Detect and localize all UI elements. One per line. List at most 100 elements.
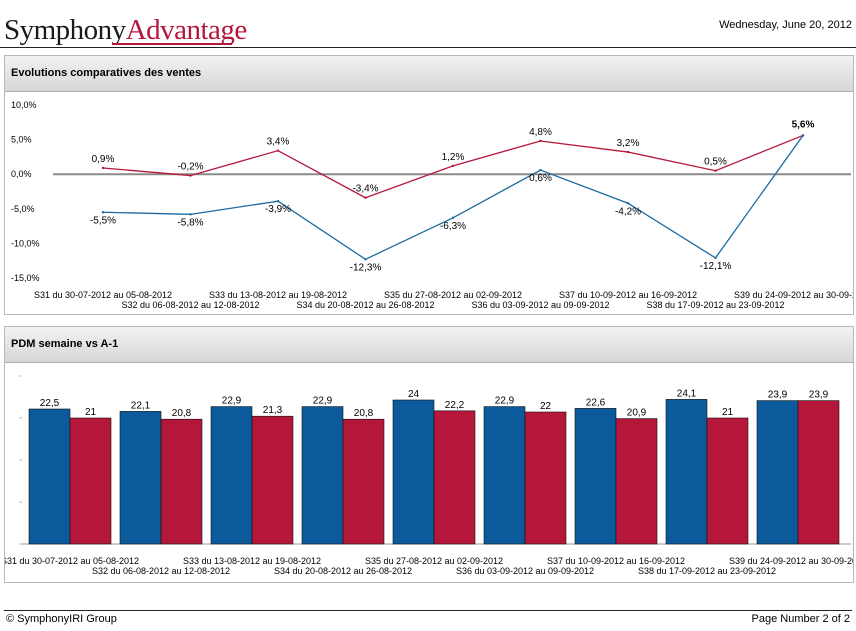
series-2-data-label: -3,9% (265, 204, 291, 215)
series-1-bar-label: 22,9 (222, 396, 242, 407)
series-1-bar (665, 399, 708, 545)
series-2-bar-label: 21 (85, 407, 97, 418)
series-2-data-label: -5,8% (177, 217, 203, 228)
series-2-bar-label: 22 (540, 401, 552, 412)
x-category-label: S37 du 10-09-2012 au 16-09-2012 (559, 290, 697, 300)
series-2-bar-label: 22,2 (445, 400, 465, 411)
series-1-point (364, 196, 367, 199)
x-category-label: S37 du 10-09-2012 au 16-09-2012 (547, 556, 685, 566)
y-tick-label: 0,0% (11, 169, 32, 179)
series-2-bar-label: 20,9 (627, 408, 647, 419)
series-1-data-label: 0,5% (704, 157, 727, 168)
report-date: Wednesday, June 20, 2012 (719, 19, 852, 31)
series-2-bar (706, 417, 749, 545)
series-1-data-label: -3,4% (352, 184, 378, 195)
series-2-bar (524, 411, 567, 545)
series-2-bar (342, 418, 385, 545)
series-1-bar-label: 22,9 (495, 396, 515, 407)
series-2-data-label: -5,5% (90, 215, 116, 226)
series-2-bar-label: 21 (722, 407, 734, 418)
logo-underline (112, 43, 232, 45)
series-2-point (539, 168, 542, 172)
y-tick-label: 5,0% (11, 135, 32, 145)
x-category-label: S32 du 06-08-2012 au 12-08-2012 (121, 300, 259, 310)
x-category-label: S35 du 27-08-2012 au 02-09-2012 (384, 290, 522, 300)
x-category-label: S31 du 30-07-2012 au 05-08-2012 (34, 290, 172, 300)
x-category-label: S32 du 06-08-2012 au 12-08-2012 (92, 566, 230, 576)
series-1-bar-label: 23,9 (768, 390, 788, 401)
series-2-bar (797, 400, 840, 545)
series-1-data-label: -0,2% (177, 162, 203, 173)
x-category-label: S36 du 03-09-2012 au 09-09-2012 (456, 566, 594, 576)
series-1-data-label: 5,6% (792, 119, 815, 130)
series-1-bar-label: 22,6 (586, 397, 606, 408)
series-1-bar (756, 400, 799, 545)
series-1-point (626, 150, 630, 154)
series-1-point (189, 174, 192, 177)
report-footer: © SymphonyIRI Group Page Number 2 of 2 (4, 610, 852, 627)
series-1-data-label: 3,4% (267, 137, 290, 148)
logo-part-symphony: Symphony (4, 14, 126, 46)
copyright-text: © SymphonyIRI Group (6, 613, 117, 625)
series-1-point (539, 139, 542, 143)
series-2-bar-label: 23,9 (809, 390, 829, 401)
report-header: SymphonyAdvantage Wednesday, June 20, 20… (0, 0, 856, 48)
market-share-title: PDM semaine vs A-1 (5, 327, 853, 363)
series-1-bar (392, 399, 435, 545)
series-1-bar-label: 24,1 (677, 388, 697, 399)
series-1-point (101, 166, 105, 170)
series-1-bar (483, 406, 526, 545)
series-2-point (714, 256, 717, 260)
series-2-bar-label: 21,3 (263, 405, 283, 416)
x-category-label: S39 du 24-09-2012 au 30-09-2012 (729, 556, 853, 566)
series-2-data-label: -12,1% (700, 261, 732, 272)
series-1-data-label: 3,2% (617, 138, 640, 149)
series-1-bar (28, 408, 71, 545)
series-2-point (101, 211, 105, 214)
series-1-bar (574, 408, 617, 545)
series-1-bar-label: 24 (408, 389, 420, 400)
x-category-label: S34 du 20-08-2012 au 26-08-2012 (296, 300, 434, 310)
series-2-bar (251, 415, 294, 545)
series-1-bar-label: 22,9 (313, 396, 333, 407)
series-1-point (714, 169, 717, 172)
series-1-data-label: 1,2% (442, 152, 465, 163)
series-2-bar-label: 20,8 (172, 408, 192, 419)
series-1-bar-label: 22,5 (40, 398, 60, 409)
x-category-label: S39 du 24-09-2012 au 30-09-2012 (734, 290, 853, 300)
symphony-advantage-logo: SymphonyAdvantage (4, 13, 247, 47)
y-tick-label: -15,0% (11, 273, 40, 283)
market-share-bar-chart: 22,5 22,1 22,9 22,9 24 22,9 22,6 24,1 23,9 21 20,8… (5, 375, 853, 576)
series-2-point (626, 202, 630, 205)
y-tick-label: 10,0% (11, 100, 37, 110)
x-category-label: S31 du 30-07-2012 au 05-08-2012 (5, 556, 139, 566)
series-1-bar (119, 411, 162, 545)
series-2-bar (69, 417, 112, 545)
series-1-data-label: 0,9% (92, 154, 115, 165)
series-2-bar (433, 410, 476, 545)
page-number: Page Number 2 of 2 (751, 613, 850, 625)
series-1-bar-label: 22,1 (131, 400, 151, 411)
y-tick-label: -5,0% (11, 204, 35, 214)
series-2-data-label: -6,3% (440, 221, 466, 232)
series-2-bar (160, 418, 203, 545)
series-2-point (801, 134, 805, 137)
series-2-point (276, 199, 280, 203)
series-2-point (189, 213, 192, 216)
series-2-bar-label: 20,8 (354, 408, 374, 419)
series-2-point (364, 258, 367, 261)
x-category-label: S33 du 13-08-2012 au 19-08-2012 (183, 556, 321, 566)
series-2-data-label: -12,3% (350, 262, 382, 273)
x-category-label: S38 du 17-09-2012 au 23-09-2012 (638, 566, 776, 576)
series-2-data-label: 0,6% (529, 173, 552, 184)
series-2-point (451, 216, 455, 219)
series-2-bar (615, 418, 658, 545)
x-category-label: S38 du 17-09-2012 au 23-09-2012 (646, 300, 784, 310)
x-category-label: S34 du 20-08-2012 au 26-08-2012 (274, 566, 412, 576)
series-1-bar (210, 406, 253, 545)
series-1-bar (301, 406, 344, 545)
market-share-panel: PDM semaine vs A-1 22,5 22,1 22,9 22,9 24 22,… (4, 326, 854, 583)
x-category-label: S36 du 03-09-2012 au 09-09-2012 (471, 300, 609, 310)
sales-evolution-line-chart: 10,0% 5,0% 0,0% -5,0% -10,0% -15,0% 0,9% -0,2% 3… (11, 100, 853, 310)
sales-evolution-panel: Evolutions comparatives des ventes 10,0%… (4, 55, 854, 315)
